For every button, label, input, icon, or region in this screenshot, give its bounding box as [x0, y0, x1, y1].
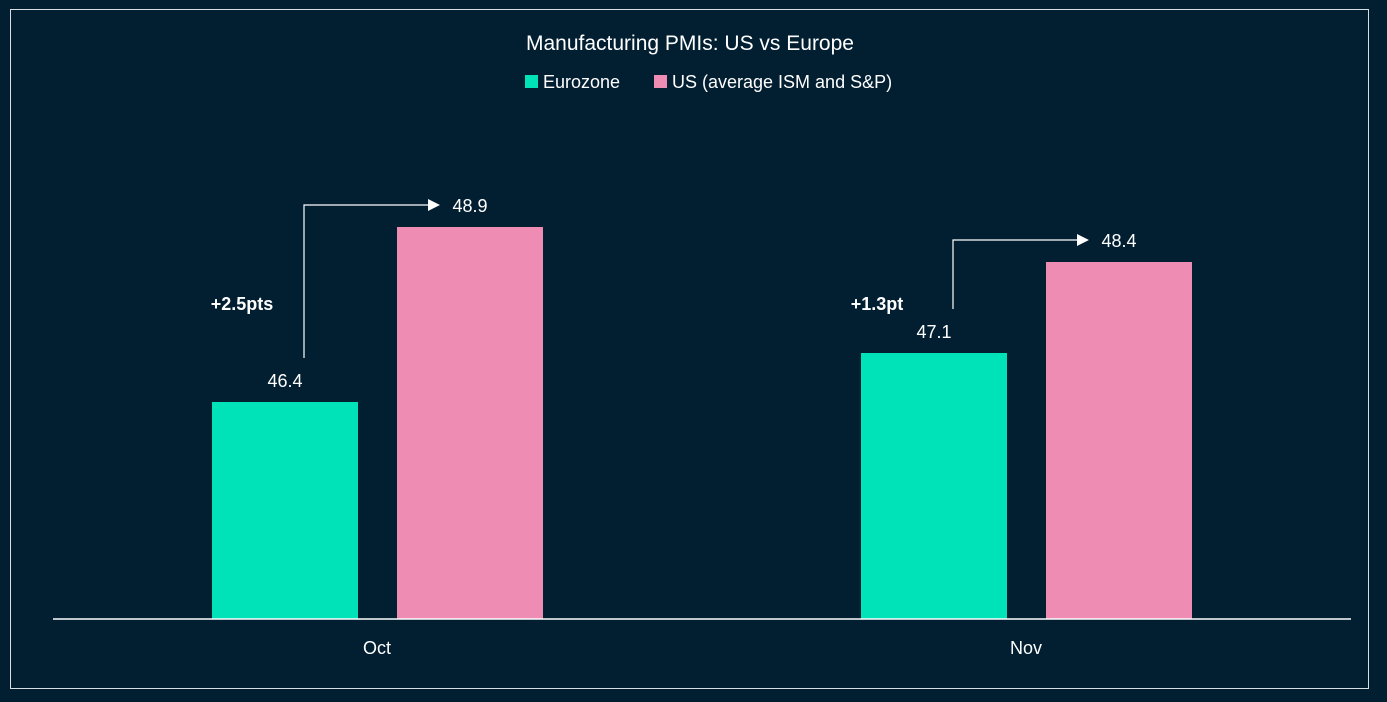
- x-tick-label-nov: Nov: [1010, 638, 1042, 658]
- value-label-eurozone-nov: 47.1: [916, 322, 951, 342]
- legend: Eurozone US (average ISM and S&P): [525, 72, 892, 92]
- chart-frame: [10, 9, 1369, 689]
- bar-us-nov: [1046, 262, 1192, 619]
- connector-line-oct: [303, 204, 430, 358]
- connector-line-nov: [952, 239, 1079, 309]
- arrowhead-nov: [1077, 234, 1089, 246]
- chart-title: Manufacturing PMIs: US vs Europe: [526, 32, 854, 55]
- legend-swatch-us: [654, 75, 667, 88]
- arrowhead-oct: [428, 199, 440, 211]
- annotation-nov-difference: +1.3pt: [851, 294, 904, 314]
- legend-swatch-eurozone: [525, 75, 538, 88]
- value-label-eurozone-oct: 46.4: [267, 371, 302, 391]
- bars: [212, 227, 1192, 619]
- bar-eurozone-oct: [212, 402, 358, 619]
- annotation-oct-difference: +2.5pts: [211, 294, 274, 314]
- bar-us-oct: [397, 227, 543, 619]
- difference-arrows: [303, 199, 1089, 358]
- bar-eurozone-nov: [861, 353, 1007, 619]
- x-tick-label-oct: Oct: [363, 638, 391, 658]
- legend-label-us: US (average ISM and S&P): [672, 72, 892, 92]
- value-label-us-oct: 48.9: [452, 196, 487, 216]
- legend-label-eurozone: Eurozone: [543, 72, 620, 92]
- value-labels: 46.4 47.1 48.9 48.4: [267, 196, 1136, 391]
- value-label-us-nov: 48.4: [1101, 231, 1136, 251]
